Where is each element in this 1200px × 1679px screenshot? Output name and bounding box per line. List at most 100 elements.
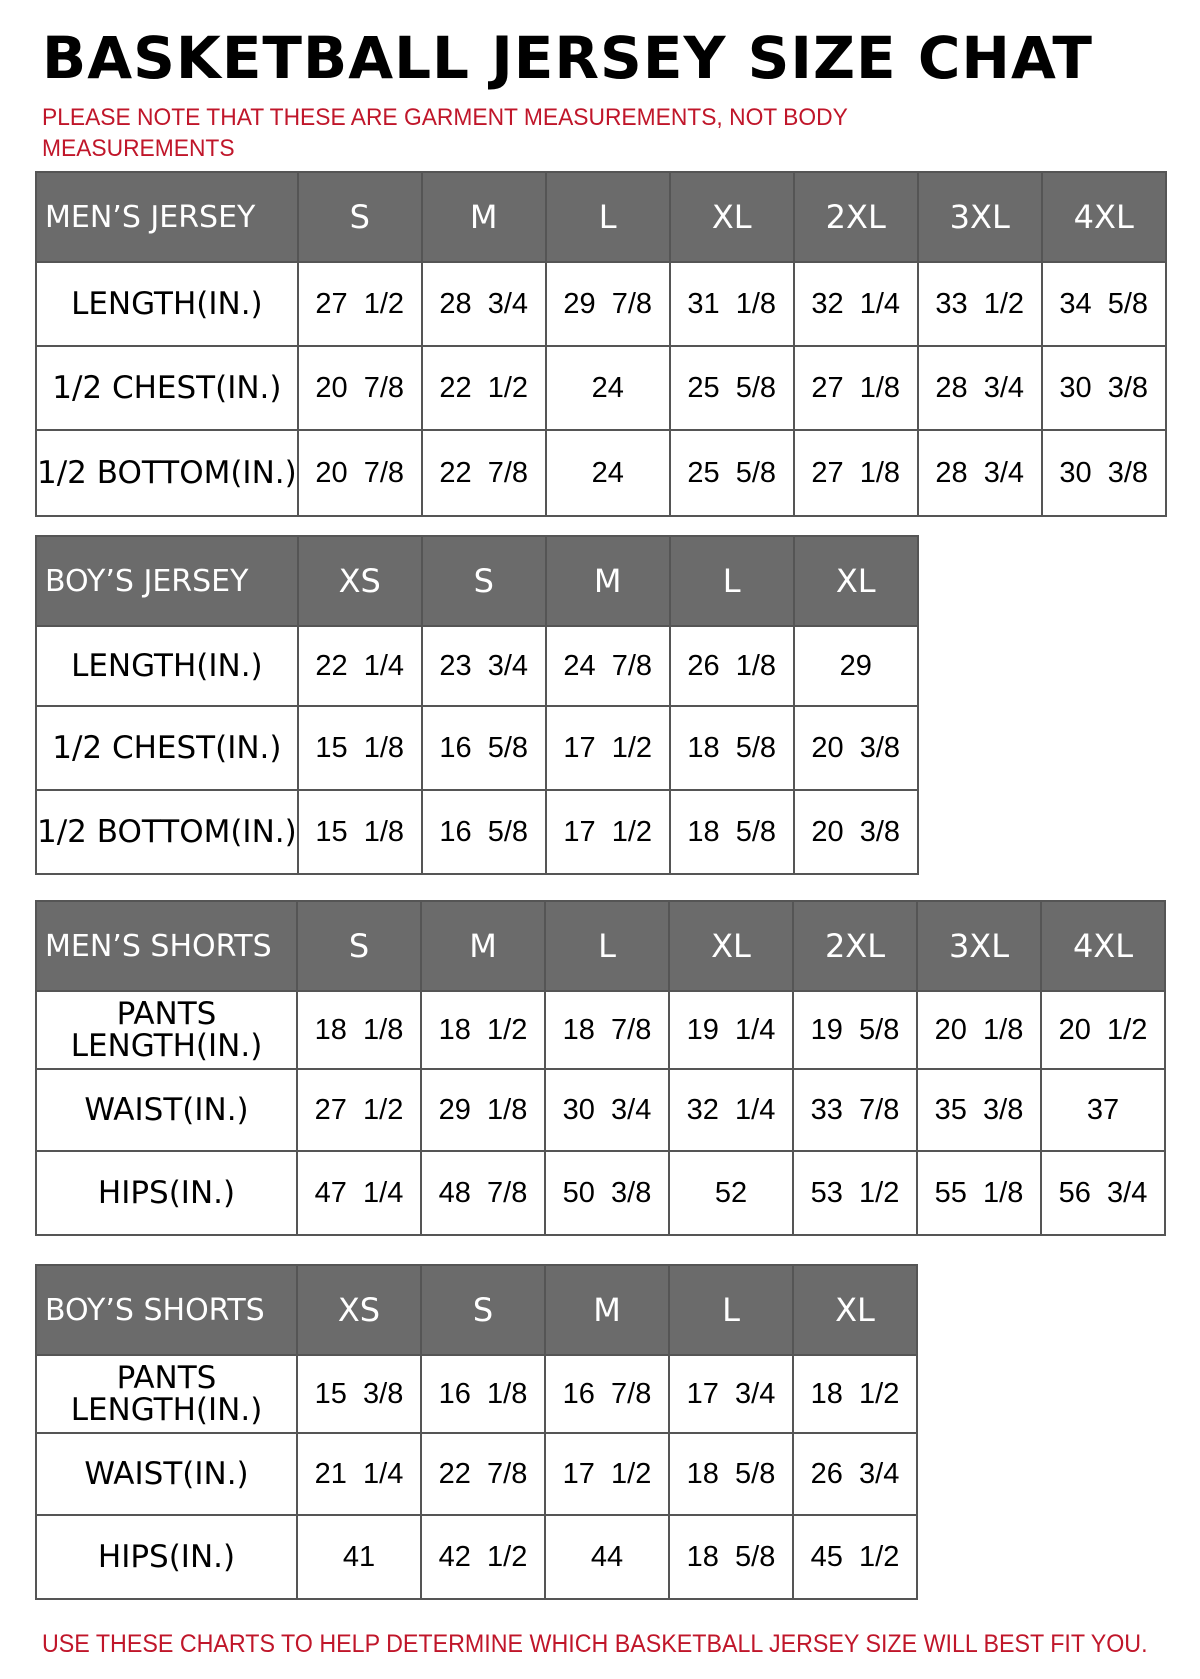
size-header: S [420,1264,546,1356]
size-table-1: BOY’S JERSEY XS S M L XL LENGTH(IN.) 22 1/4 23 3… [35,535,919,875]
measurement-cell: 29 7/8 [544,261,671,347]
measurement-cell: 24 [544,345,671,431]
table-name: BOY’S JERSEY [35,535,299,627]
measurement-cell: 18 7/8 [544,990,670,1070]
measurement-cell: 20 3/8 [792,789,919,875]
row-label: HIPS(IN.) [35,1514,298,1600]
measurement-cell: 26 1/8 [668,625,795,707]
measurement-cell: 28 3/4 [916,429,1043,517]
measurement-cell: 52 [668,1150,794,1236]
size-header: XS [296,1264,422,1356]
measurement-cell: 22 1/4 [296,625,423,707]
measurement-cell: 35 3/8 [916,1068,1042,1152]
table-row: WAIST(IN.) 21 1/4 22 7/8 17 1/2 18 5/8 26 3/4 [35,1432,918,1516]
table-row: 1/2 CHEST(IN.) 20 7/8 22 1/2 24 25 5/8 27 1/8… [35,345,1167,431]
size-header: L [544,171,671,263]
size-header: M [544,535,671,627]
measurement-cell: 32 1/4 [668,1068,794,1152]
measurement-cell: 16 1/8 [420,1354,546,1434]
row-label: WAIST(IN.) [35,1068,298,1152]
size-header: XL [668,900,794,992]
measurement-cell: 27 1/2 [296,1068,422,1152]
measurement-cell: 44 [544,1514,670,1600]
measurement-cell: 22 7/8 [420,1432,546,1516]
row-label: PANTS LENGTH(IN.) [35,990,298,1070]
measurement-cell: 56 3/4 [1040,1150,1166,1236]
measurement-cell: 18 5/8 [668,789,795,875]
size-header: L [668,535,795,627]
row-label: 1/2 BOTTOM(IN.) [35,429,299,517]
measurement-cell: 30 3/4 [544,1068,670,1152]
measurement-cell: 47 1/4 [296,1150,422,1236]
measurement-cell: 32 1/4 [792,261,919,347]
measurement-cell: 20 3/8 [792,705,919,791]
table-row: LENGTH(IN.) 22 1/4 23 3/4 24 7/8 26 1/8 29 [35,625,919,707]
measurement-cell: 24 [544,429,671,517]
table-row: PANTS LENGTH(IN.) 18 1/8 18 1/2 18 7/8 19 1/… [35,990,1166,1070]
table-row: 1/2 BOTTOM(IN.) 15 1/8 16 5/8 17 1/2 18 5/8 2… [35,789,919,875]
measurement-cell: 15 1/8 [296,705,423,791]
size-header: 2XL [792,171,919,263]
row-label: LENGTH(IN.) [35,625,299,707]
size-header: S [296,171,423,263]
measurement-cell: 19 1/4 [668,990,794,1070]
table-row: 1/2 BOTTOM(IN.) 20 7/8 22 7/8 24 25 5/8 27 1/… [35,429,1167,517]
measurement-cell: 22 7/8 [420,429,547,517]
measurement-cell: 16 7/8 [544,1354,670,1434]
size-header: M [420,171,547,263]
size-header: S [420,535,547,627]
row-label: 1/2 CHEST(IN.) [35,345,299,431]
measurement-cell: 18 5/8 [668,705,795,791]
measurement-cell: 29 1/8 [420,1068,546,1152]
measurement-cell: 18 1/2 [420,990,546,1070]
table-row: LENGTH(IN.) 27 1/2 28 3/4 29 7/8 31 1/8 32 1/… [35,261,1167,347]
table-row: HIPS(IN.) 47 1/4 48 7/8 50 3/8 52 53 1/2 55 1/… [35,1150,1166,1236]
size-header: XS [296,535,423,627]
measurement-cell: 20 1/2 [1040,990,1166,1070]
size-header: 2XL [792,900,918,992]
measurement-cell: 25 5/8 [668,429,795,517]
table-name: MEN’S JERSEY [35,171,299,263]
table-row: HIPS(IN.) 41 42 1/2 44 18 5/8 45 1/2 [35,1514,918,1600]
table-row: 1/2 CHEST(IN.) 15 1/8 16 5/8 17 1/2 18 5/8 20… [35,705,919,791]
measurement-cell: 18 5/8 [668,1432,794,1516]
row-label: 1/2 BOTTOM(IN.) [35,789,299,875]
size-header: L [668,1264,794,1356]
row-label: 1/2 CHEST(IN.) [35,705,299,791]
measurement-cell: 41 [296,1514,422,1600]
table-row: WAIST(IN.) 27 1/2 29 1/8 30 3/4 32 1/4 33 7/8… [35,1068,1166,1152]
measurement-cell: 16 5/8 [420,789,547,875]
measurement-cell: 27 1/8 [792,429,919,517]
measurement-cell: 45 1/2 [792,1514,918,1600]
size-header: 3XL [916,171,1043,263]
row-label: PANTS LENGTH(IN.) [35,1354,298,1434]
measurement-cell: 53 1/2 [792,1150,918,1236]
measurement-cell: 27 1/2 [296,261,423,347]
measurement-cell: 17 1/2 [544,1432,670,1516]
measurement-cell: 33 1/2 [916,261,1043,347]
measurement-cell: 23 3/4 [420,625,547,707]
row-label: WAIST(IN.) [35,1432,298,1516]
measurement-cell: 15 3/8 [296,1354,422,1434]
row-label: HIPS(IN.) [35,1150,298,1236]
measurement-cell: 17 3/4 [668,1354,794,1434]
measurement-cell: 16 5/8 [420,705,547,791]
size-header: XL [792,535,919,627]
measurement-cell: 37 [1040,1068,1166,1152]
size-header: 3XL [916,900,1042,992]
measurement-cell: 28 3/4 [916,345,1043,431]
measurement-cell: 18 1/2 [792,1354,918,1434]
measurement-cell: 50 3/8 [544,1150,670,1236]
measurement-cell: 19 5/8 [792,990,918,1070]
table-name: BOY’S SHORTS [35,1264,298,1356]
size-header: M [544,1264,670,1356]
measurement-cell: 30 3/8 [1040,345,1167,431]
measurement-cell: 24 7/8 [544,625,671,707]
size-header: 4XL [1040,171,1167,263]
measurement-cell: 18 5/8 [668,1514,794,1600]
garment-note: PLEASE NOTE THAT THESE ARE GARMENT MEASU… [42,104,848,162]
measurement-cell: 20 1/8 [916,990,1042,1070]
size-header: L [544,900,670,992]
measurement-cell: 21 1/4 [296,1432,422,1516]
measurement-cell: 22 1/2 [420,345,547,431]
